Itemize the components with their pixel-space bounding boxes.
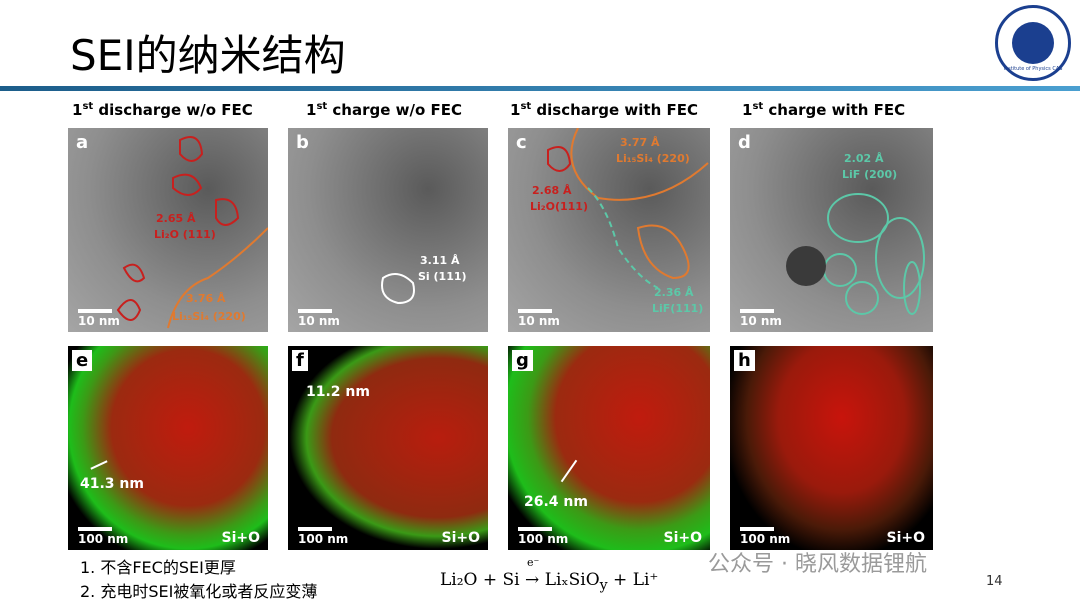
heading-sup: st bbox=[82, 101, 94, 112]
element-label: Si+O bbox=[441, 530, 480, 546]
eds-map: f 11.2 nm 100 nm Si+O bbox=[288, 346, 488, 550]
eds-map: e 41.3 nm 100 nm Si+O bbox=[68, 346, 268, 550]
logo: Institute of Physics CAS bbox=[995, 5, 1071, 81]
equation: Li₂O + Si e⁻ → LiₓSiOy + Li⁺ bbox=[440, 556, 659, 594]
tem-image: c 3.77 Å Li₁₅Si₄ (220) 2.68 Å Li₂O(111) … bbox=[508, 128, 710, 332]
panel-letter: h bbox=[734, 350, 755, 371]
eds-map: h 100 nm Si+O bbox=[730, 346, 933, 550]
lattice-label: 2.02 Å bbox=[844, 152, 884, 165]
eds-map: g 26.4 nm 100 nm Si+O bbox=[508, 346, 710, 550]
element-label: Si+O bbox=[886, 530, 925, 546]
page-number: 14 bbox=[986, 574, 1003, 589]
heading-sup: st bbox=[520, 101, 532, 112]
element-label: Si+O bbox=[663, 530, 702, 546]
heading-sup: st bbox=[316, 101, 328, 112]
lattice-label: Li₂O (111) bbox=[154, 228, 216, 241]
equation-rhs-tail: + Li⁺ bbox=[607, 570, 659, 590]
slide-title: SEI的纳米结构 bbox=[70, 31, 346, 80]
thickness-arrow bbox=[90, 460, 108, 470]
lattice-label: Si (111) bbox=[418, 270, 467, 283]
lattice-label: 2.65 Å bbox=[156, 212, 196, 225]
note: 2. 充电时SEI被氧化或者反应变薄 bbox=[80, 582, 318, 601]
lattice-label: Li₁₅Si₄ (220) bbox=[172, 310, 246, 323]
scale-bar: 100 nm bbox=[298, 527, 348, 546]
scale-bar: 10 nm bbox=[518, 309, 560, 328]
lattice-label: 2.36 Å bbox=[654, 286, 694, 299]
annotation-shapes bbox=[786, 193, 925, 315]
panel-letter: g bbox=[512, 350, 533, 371]
scale-bar: 10 nm bbox=[298, 309, 340, 328]
tem-image: a 2.65 Å Li₂O (111) 3.76 Å Li₁₅Si₄ (220)… bbox=[68, 128, 268, 332]
equation-arrow: → bbox=[525, 570, 540, 590]
thickness-label: 11.2 nm bbox=[306, 384, 370, 400]
column-heading: 1st discharge with FEC bbox=[510, 101, 698, 119]
lattice-label: 3.77 Å bbox=[620, 136, 660, 149]
heading-number: 1 bbox=[510, 101, 521, 119]
column-heading: 1st discharge w/o FEC bbox=[72, 101, 253, 119]
equation-rhs-sub: y bbox=[599, 577, 608, 594]
element-label: Si+O bbox=[221, 530, 260, 546]
scale-bar: 100 nm bbox=[78, 527, 128, 546]
annotation-shapes bbox=[547, 128, 709, 289]
thickness-label: 41.3 nm bbox=[80, 476, 144, 492]
scale-bar: 100 nm bbox=[740, 527, 790, 546]
heading-text: discharge with FEC bbox=[531, 101, 698, 119]
annotation-shapes bbox=[116, 136, 268, 329]
lattice-label: 2.68 Å bbox=[532, 184, 572, 197]
title-rule bbox=[0, 86, 1080, 91]
note: 1. 不含FEC的SEI更厚 bbox=[80, 558, 236, 577]
annotation-shapes bbox=[381, 273, 415, 305]
lattice-label: 3.11 Å bbox=[420, 254, 460, 267]
panel-letter: d bbox=[738, 132, 751, 153]
lattice-label: 3.76 Å bbox=[186, 292, 226, 305]
panel-letter: c bbox=[516, 132, 527, 153]
logo-text: Institute of Physics CAS bbox=[1003, 66, 1063, 72]
lattice-label: LiF (200) bbox=[842, 168, 898, 181]
heading-text: discharge w/o FEC bbox=[93, 101, 253, 119]
panel-letter: f bbox=[292, 350, 308, 371]
watermark: 公众号 · 晓风数据锂航 bbox=[708, 552, 927, 577]
equation-lhs: Li₂O + Si bbox=[440, 570, 520, 590]
thickness-arrow bbox=[560, 459, 578, 483]
equation-over: e⁻ bbox=[527, 556, 540, 569]
column-heading: 1st charge with FEC bbox=[742, 101, 905, 119]
tem-image: b 3.11 Å Si (111) 10 nm bbox=[288, 128, 488, 332]
tem-image: d 2.02 Å LiF (200) 10 nm bbox=[730, 128, 933, 332]
scale-bar: 10 nm bbox=[78, 309, 120, 328]
logo-emblem bbox=[1012, 22, 1054, 64]
panel-letter: a bbox=[76, 132, 89, 153]
heading-text: charge w/o FEC bbox=[327, 101, 462, 119]
lattice-label: LiF(111) bbox=[652, 302, 704, 315]
equation-rhs: LiₓSiO bbox=[544, 570, 600, 590]
panel-letter: b bbox=[296, 132, 309, 153]
equation-arrow-group: e⁻ → bbox=[525, 556, 540, 590]
lattice-label: Li₂O(111) bbox=[530, 200, 588, 213]
heading-text: charge with FEC bbox=[763, 101, 906, 119]
heading-number: 1 bbox=[306, 101, 317, 119]
panel-letter: e bbox=[72, 350, 93, 371]
scale-bar: 100 nm bbox=[518, 527, 568, 546]
column-heading: 1st charge w/o FEC bbox=[306, 101, 462, 119]
scale-bar: 10 nm bbox=[740, 309, 782, 328]
heading-sup: st bbox=[752, 101, 764, 112]
lattice-label: Li₁₅Si₄ (220) bbox=[616, 152, 690, 165]
thickness-label: 26.4 nm bbox=[524, 494, 588, 510]
heading-number: 1 bbox=[72, 101, 83, 119]
heading-number: 1 bbox=[742, 101, 753, 119]
